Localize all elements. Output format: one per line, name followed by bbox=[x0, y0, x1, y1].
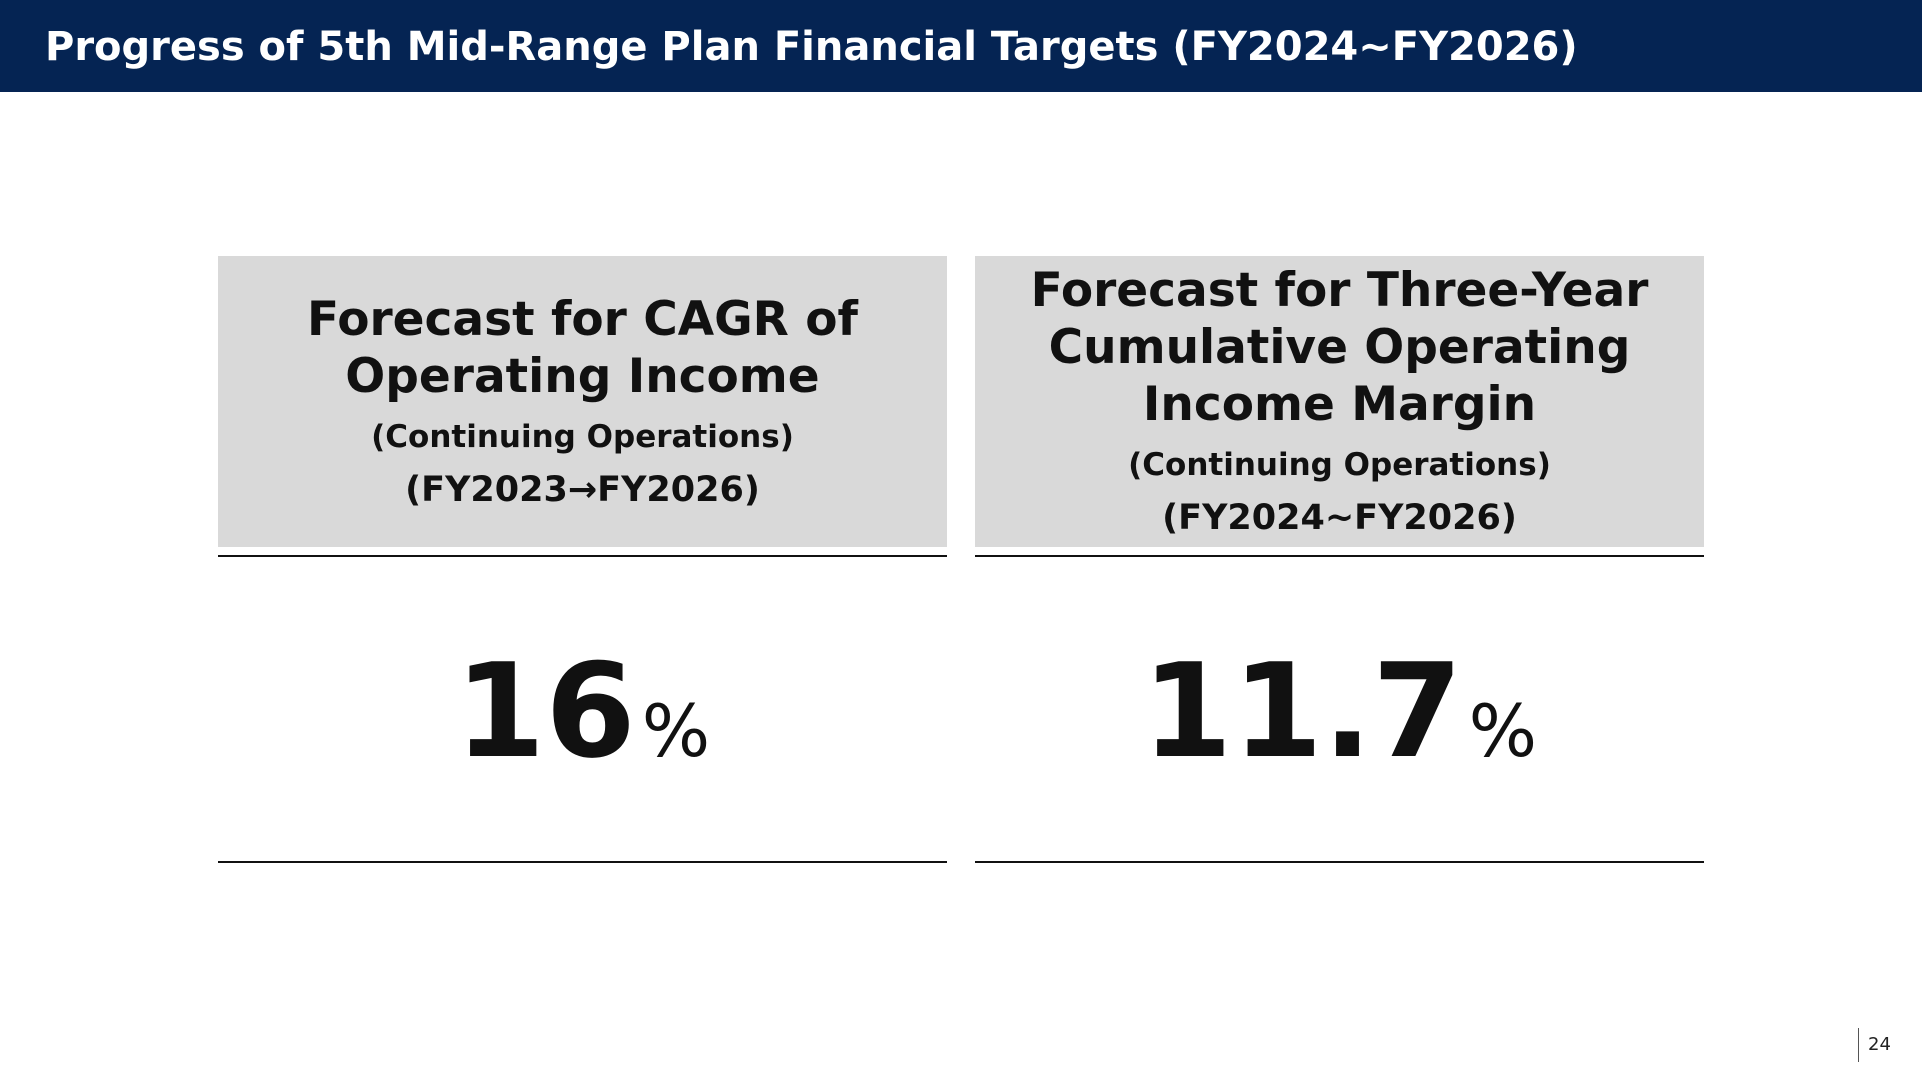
page-title: Progress of 5th Mid-Range Plan Financial… bbox=[45, 24, 1578, 70]
margin-value: 11.7% bbox=[975, 636, 1704, 806]
cagr-value-unit: % bbox=[641, 689, 711, 773]
cagr-card: Forecast for CAGR of Operating Income (C… bbox=[218, 256, 947, 863]
cagr-top-rule bbox=[218, 555, 947, 557]
margin-card: Forecast for Three-Year Cumulative Opera… bbox=[975, 256, 1704, 863]
page-number-divider bbox=[1858, 1028, 1859, 1062]
cagr-card-period: (FY2023→FY2026) bbox=[405, 469, 760, 510]
cagr-value-number: 16 bbox=[454, 635, 636, 787]
margin-card-header: Forecast for Three-Year Cumulative Opera… bbox=[975, 256, 1704, 547]
cagr-card-subtitle: (Continuing Operations) bbox=[371, 418, 794, 455]
cagr-title-line-1: Forecast for CAGR of bbox=[307, 291, 858, 347]
margin-bottom-rule bbox=[975, 861, 1704, 863]
margin-card-period: (FY2024~FY2026) bbox=[1162, 498, 1517, 538]
cagr-bottom-rule bbox=[218, 861, 947, 863]
cagr-card-header: Forecast for CAGR of Operating Income (C… bbox=[218, 256, 947, 547]
margin-title-line-2: Cumulative Operating bbox=[1048, 320, 1631, 375]
margin-value-unit: % bbox=[1468, 689, 1538, 773]
margin-title-line-3: Income Margin bbox=[1142, 377, 1537, 432]
cagr-card-title: Forecast for CAGR of Operating Income bbox=[307, 291, 858, 405]
page-number: 24 bbox=[1868, 1034, 1891, 1055]
margin-card-title: Forecast for Three-Year Cumulative Opera… bbox=[1031, 262, 1649, 433]
margin-title-line-1: Forecast for Three-Year bbox=[1030, 263, 1649, 318]
margin-top-rule bbox=[975, 555, 1704, 557]
cagr-value: 16% bbox=[218, 636, 947, 806]
margin-card-subtitle: (Continuing Operations) bbox=[1128, 447, 1551, 483]
header-bar: Progress of 5th Mid-Range Plan Financial… bbox=[0, 0, 1922, 92]
margin-value-number: 11.7 bbox=[1141, 635, 1463, 787]
cagr-title-line-2: Operating Income bbox=[345, 348, 820, 404]
